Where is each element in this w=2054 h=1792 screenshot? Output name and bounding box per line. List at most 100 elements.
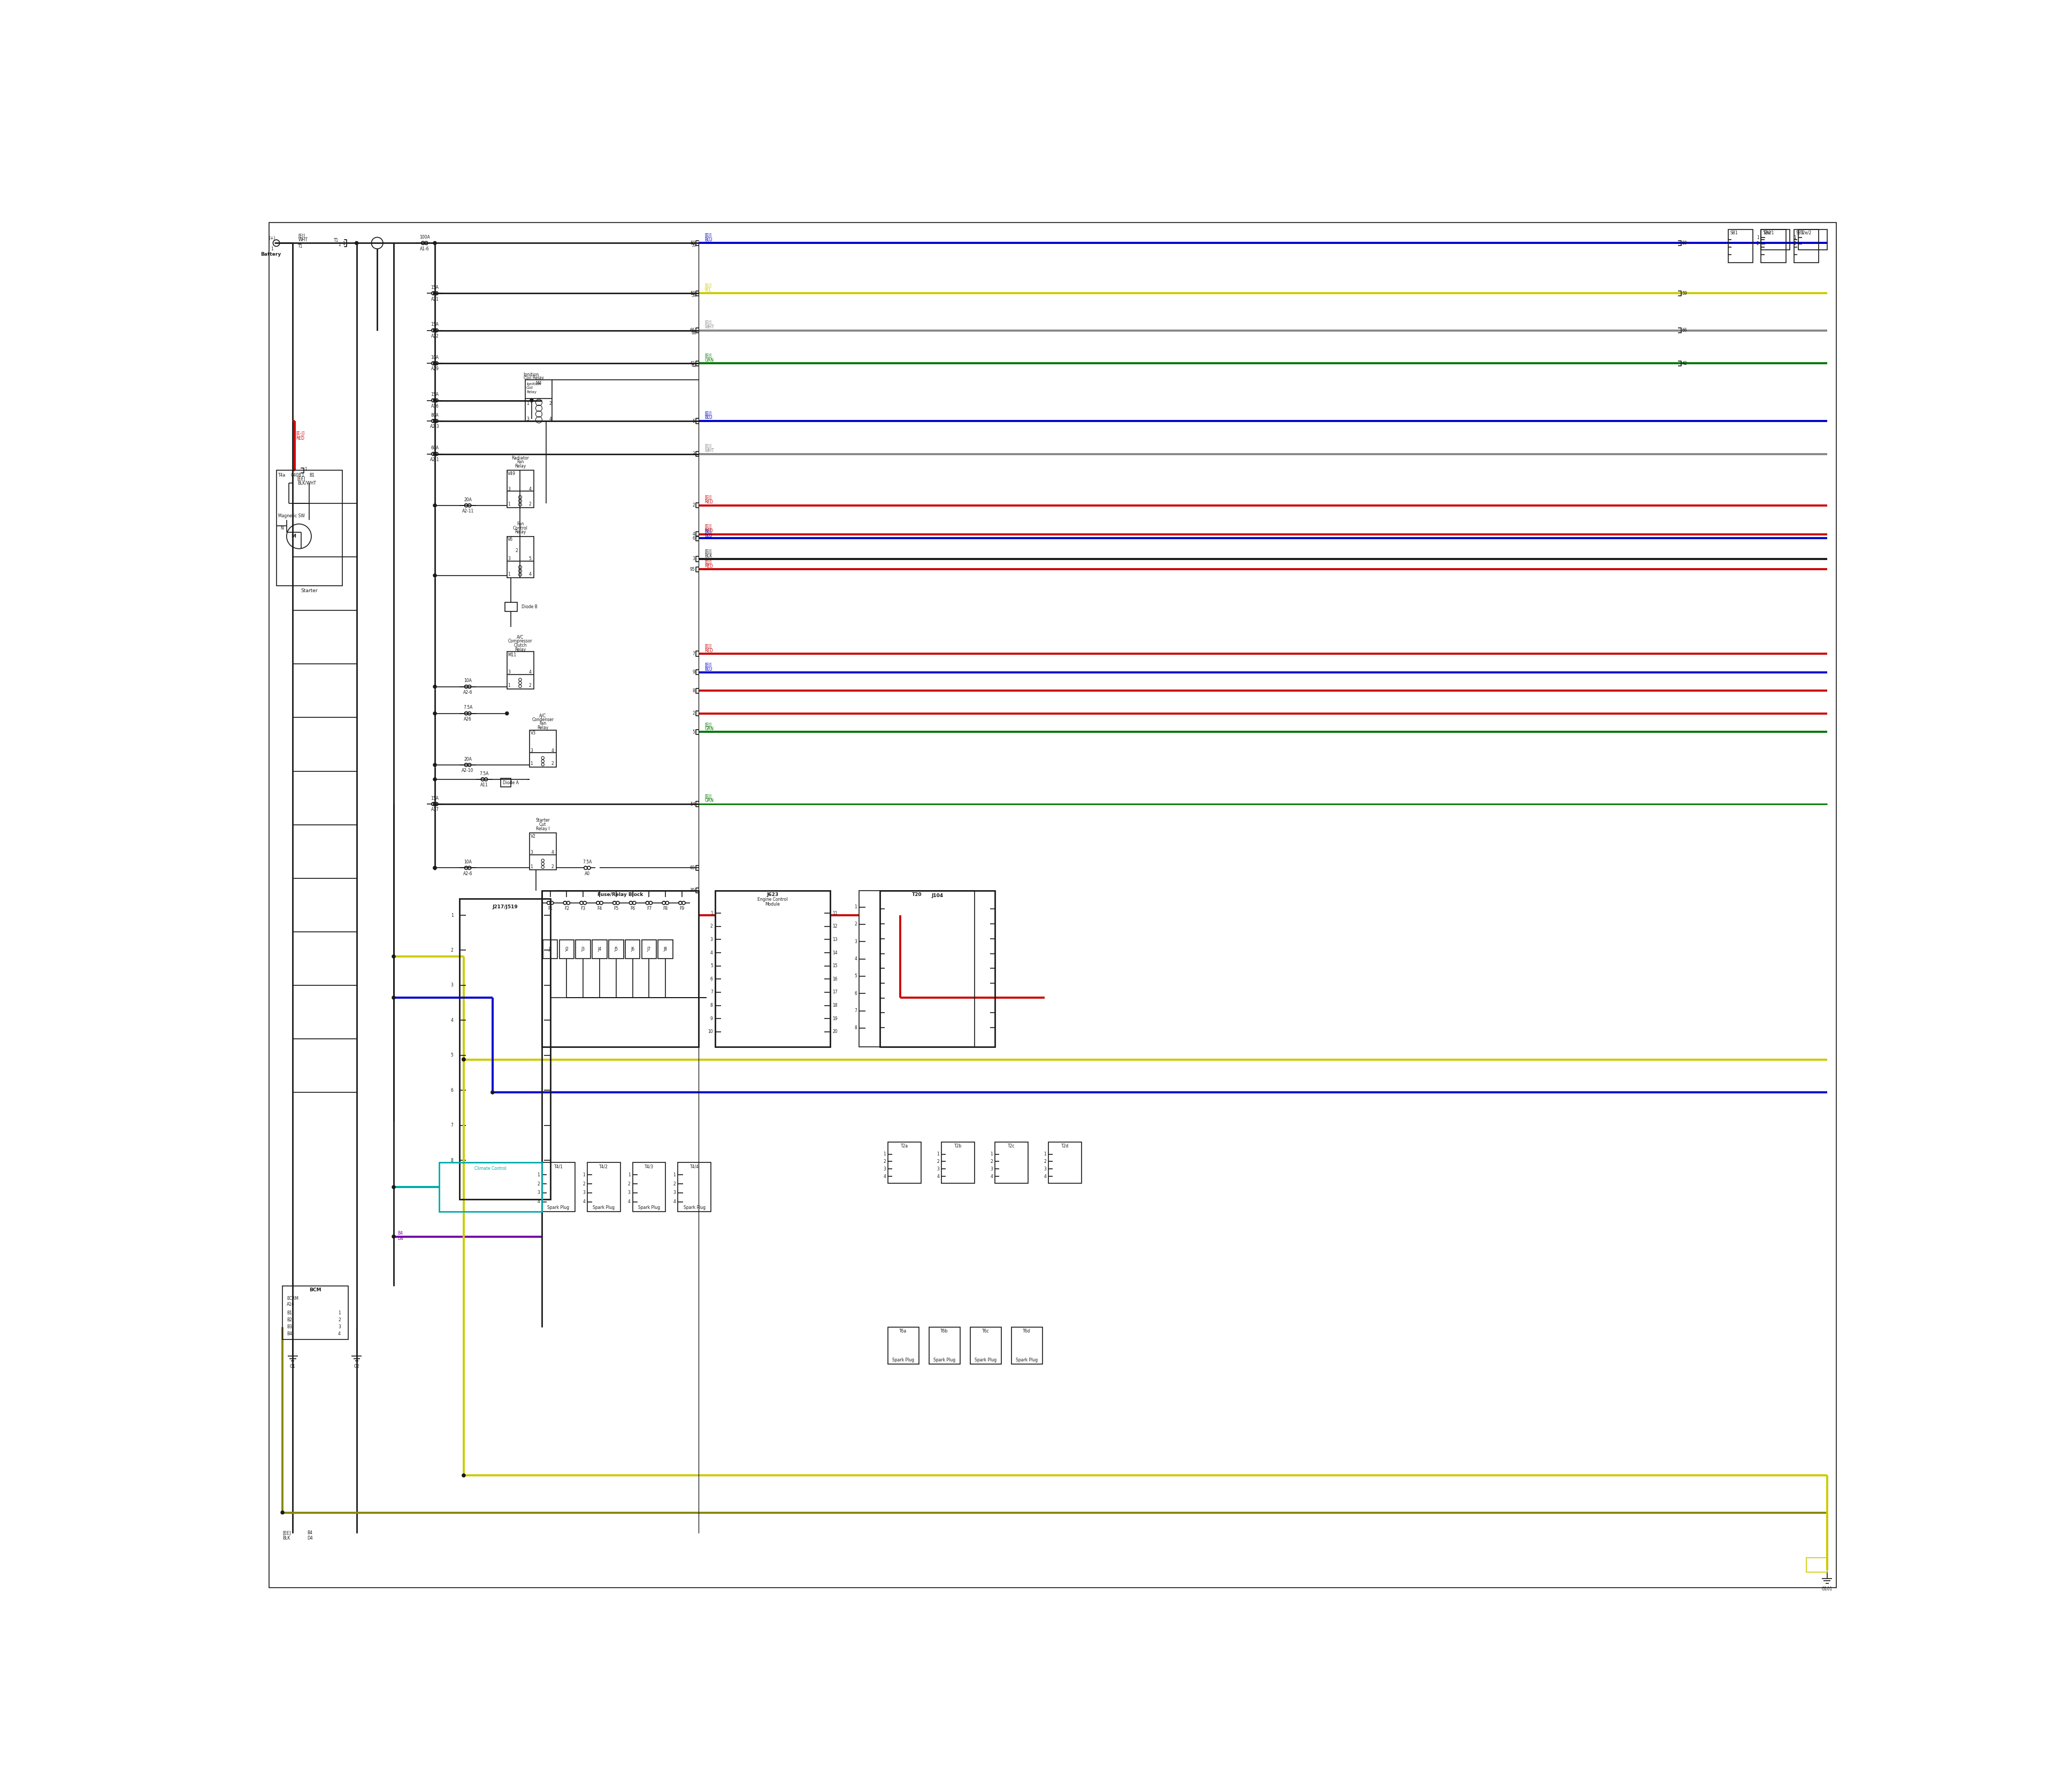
Text: SB2: SB2 bbox=[1762, 231, 1771, 235]
Text: J7: J7 bbox=[647, 946, 651, 952]
Text: 66: 66 bbox=[690, 328, 694, 333]
Text: A21: A21 bbox=[431, 297, 440, 301]
Text: 4: 4 bbox=[883, 1174, 885, 1179]
Text: 1: 1 bbox=[1793, 235, 1795, 240]
Text: 59: 59 bbox=[692, 244, 696, 247]
Circle shape bbox=[433, 328, 438, 332]
Text: 5: 5 bbox=[854, 973, 857, 978]
Text: [E-J]: [E-J] bbox=[296, 430, 304, 435]
Text: [EJ]: [EJ] bbox=[705, 233, 711, 238]
Text: 2: 2 bbox=[854, 921, 857, 926]
Text: J4: J4 bbox=[598, 946, 602, 952]
Text: A2-10: A2-10 bbox=[462, 769, 474, 772]
Text: 4: 4 bbox=[528, 572, 532, 577]
Text: 4: 4 bbox=[550, 747, 555, 753]
Text: T2d: T2d bbox=[1062, 1143, 1068, 1149]
Circle shape bbox=[392, 1235, 394, 1238]
Text: T2c: T2c bbox=[1009, 1143, 1015, 1149]
Text: F1: F1 bbox=[548, 907, 553, 910]
Text: B4: B4 bbox=[288, 1331, 292, 1337]
Circle shape bbox=[392, 1186, 394, 1188]
Text: Condenser: Condenser bbox=[532, 717, 555, 722]
Bar bbox=[501, 778, 511, 787]
Text: 4: 4 bbox=[450, 1018, 454, 1023]
Text: [EJ]: [EJ] bbox=[705, 410, 711, 416]
Circle shape bbox=[433, 711, 438, 715]
Circle shape bbox=[491, 1091, 495, 1095]
Text: 1: 1 bbox=[452, 912, 454, 918]
Text: Spark Plug: Spark Plug bbox=[891, 1358, 914, 1362]
Text: [EE]: [EE] bbox=[298, 477, 306, 480]
Text: 20A: 20A bbox=[464, 756, 472, 762]
Text: B4: B4 bbox=[308, 1530, 312, 1536]
Text: 59: 59 bbox=[690, 290, 694, 296]
Text: [EJ]: [EJ] bbox=[705, 794, 711, 799]
Text: 7: 7 bbox=[711, 989, 713, 995]
Bar bbox=[530, 833, 557, 869]
Text: V2: V2 bbox=[530, 833, 536, 839]
Text: 3: 3 bbox=[339, 1324, 341, 1330]
Text: Control: Control bbox=[514, 525, 528, 530]
Bar bbox=[507, 536, 534, 577]
Text: Ignition: Ignition bbox=[526, 382, 540, 385]
Text: Battery: Battery bbox=[261, 253, 281, 256]
Text: 66: 66 bbox=[1682, 328, 1686, 333]
Bar bbox=[1793, 229, 1818, 262]
Text: 20A: 20A bbox=[464, 496, 472, 502]
Text: 69: 69 bbox=[690, 866, 694, 871]
Text: 4: 4 bbox=[629, 1199, 631, 1204]
Bar bbox=[283, 1287, 349, 1339]
Text: Spark Plug: Spark Plug bbox=[639, 1206, 659, 1210]
Text: Cut: Cut bbox=[540, 823, 546, 828]
Text: Relay: Relay bbox=[514, 464, 526, 470]
Text: J6: J6 bbox=[631, 946, 635, 952]
Text: 2: 2 bbox=[1793, 242, 1795, 246]
Bar bbox=[575, 941, 592, 959]
Text: 3: 3 bbox=[990, 1167, 992, 1172]
Text: [EJ]: [EJ] bbox=[705, 559, 711, 564]
Circle shape bbox=[433, 803, 438, 806]
Text: B1: B1 bbox=[288, 1310, 292, 1315]
Bar bbox=[1760, 229, 1789, 251]
Text: 2: 2 bbox=[538, 1181, 540, 1186]
Text: 3: 3 bbox=[450, 982, 454, 987]
Text: 2: 2 bbox=[883, 1159, 885, 1165]
Text: [EJ]: [EJ] bbox=[705, 525, 711, 529]
Text: 2: 2 bbox=[550, 762, 555, 767]
Text: T4/1: T4/1 bbox=[555, 1165, 563, 1168]
Text: 18: 18 bbox=[832, 1004, 838, 1007]
Text: F7: F7 bbox=[647, 907, 651, 910]
Text: 8: 8 bbox=[452, 1158, 454, 1163]
Text: V49: V49 bbox=[507, 471, 516, 477]
Text: 1: 1 bbox=[538, 1172, 540, 1177]
Bar bbox=[440, 1163, 542, 1211]
Text: 7: 7 bbox=[854, 1009, 857, 1012]
Text: 5: 5 bbox=[528, 557, 532, 561]
Text: 6: 6 bbox=[450, 1088, 454, 1093]
Bar bbox=[1011, 1328, 1041, 1364]
Text: Compressor: Compressor bbox=[507, 640, 532, 643]
Text: 42: 42 bbox=[690, 360, 694, 366]
Text: BLU: BLU bbox=[705, 667, 713, 672]
Text: A11: A11 bbox=[481, 783, 489, 787]
Text: 7: 7 bbox=[450, 1124, 454, 1127]
Text: 2: 2 bbox=[550, 864, 555, 869]
Text: RED: RED bbox=[705, 649, 713, 654]
Text: J623: J623 bbox=[766, 892, 778, 898]
Text: 15A: 15A bbox=[431, 285, 440, 290]
Text: A/C: A/C bbox=[540, 713, 546, 719]
Text: 19: 19 bbox=[832, 1016, 838, 1021]
Text: RED: RED bbox=[705, 529, 713, 534]
Bar bbox=[633, 1163, 665, 1211]
Text: J1: J1 bbox=[548, 946, 553, 952]
Text: 15A: 15A bbox=[431, 796, 440, 801]
Text: 8: 8 bbox=[854, 1025, 857, 1030]
Text: 1: 1 bbox=[271, 247, 273, 251]
Text: 1: 1 bbox=[711, 910, 713, 916]
Text: RED: RED bbox=[705, 564, 713, 568]
Text: T6b: T6b bbox=[941, 1330, 949, 1333]
Bar bbox=[460, 900, 550, 1199]
Text: T1: T1 bbox=[298, 244, 304, 249]
Circle shape bbox=[433, 763, 438, 767]
Text: Relay: Relay bbox=[514, 530, 526, 534]
